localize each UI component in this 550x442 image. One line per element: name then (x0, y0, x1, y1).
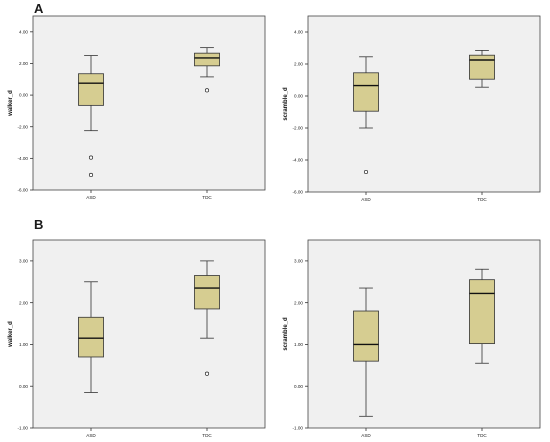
plot-background (307, 15, 541, 193)
y-tick-label: 3.00 (19, 258, 28, 263)
panel-label-b: B (34, 217, 44, 232)
x-tick-label: ASD (361, 197, 371, 202)
box-asd (353, 72, 379, 112)
box-tdc (194, 275, 220, 310)
y-tick-label: 2.00 (19, 61, 28, 66)
boxplot-chart-b-scramble: -1.00 0.00 1.00 2.00 3.00 scramble_d ASD TDC (283, 239, 541, 438)
x-tick-label: TDC (202, 195, 212, 200)
y-tick-label: -2.00 (18, 124, 29, 129)
y-tick-label: -1.00 (18, 426, 29, 431)
y-tick-label: -2.00 (293, 126, 304, 131)
y-tick-label: -4.00 (18, 156, 29, 161)
y-axis-title: scramble_d (283, 87, 289, 121)
boxplot-chart-a-scramble: -6.00 -4.00 -2.00 0.00 2.00 4.00 scramble_d ASD… (283, 15, 541, 202)
y-axis-title: scramble_d (283, 317, 289, 351)
x-tick-label: ASD (86, 433, 96, 438)
y-tick-label: 0.00 (19, 93, 28, 98)
boxplot-chart-a-walker: -6.00 -4.00 -2.00 0.00 2.00 4.00 walker_d ASD TD… (8, 15, 266, 200)
box-asd (78, 73, 104, 106)
box-tdc (469, 54, 495, 80)
x-tick-label: TDC (477, 197, 487, 202)
y-axis-title: walker_d (8, 90, 14, 117)
box-asd (78, 316, 104, 358)
y-tick-label: -6.00 (18, 188, 29, 193)
box-asd (353, 310, 379, 362)
plot-background (32, 15, 266, 191)
outlier-point (88, 172, 94, 178)
y-tick-label: 2.00 (294, 300, 303, 305)
outlier-point (363, 169, 369, 175)
outlier-point (204, 88, 210, 93)
y-tick-label: 4.00 (294, 30, 303, 35)
y-tick-label: 2.00 (294, 62, 303, 67)
y-tick-label: 1.00 (19, 342, 28, 347)
x-tick-label: ASD (361, 433, 371, 438)
boxplot-chart-b-walker: -1.00 0.00 1.00 2.00 3.00 walker_d ASD TDC (8, 239, 266, 438)
y-tick-label: 2.00 (19, 300, 28, 305)
y-tick-label: 0.00 (19, 384, 28, 389)
y-tick-label: 4.00 (19, 29, 28, 34)
y-tick-label: -6.00 (293, 190, 304, 195)
box-tdc (469, 279, 495, 345)
x-tick-label: TDC (477, 433, 487, 438)
y-tick-label: 1.00 (294, 342, 303, 347)
plot-background (32, 239, 266, 429)
y-axis-title: walker_d (8, 321, 14, 348)
y-tick-label: -4.00 (293, 158, 304, 163)
plot-background (307, 239, 541, 429)
y-tick-label: 0.00 (294, 384, 303, 389)
y-tick-label: 0.00 (294, 94, 303, 99)
outlier-point (204, 371, 210, 376)
outlier-point (88, 155, 94, 160)
box-tdc (194, 52, 220, 67)
x-tick-label: ASD (86, 195, 96, 200)
x-tick-label: TDC (202, 433, 212, 438)
y-tick-label: 3.00 (294, 258, 303, 263)
panel-label-a: A (34, 1, 44, 16)
y-tick-label: -1.00 (293, 426, 304, 431)
